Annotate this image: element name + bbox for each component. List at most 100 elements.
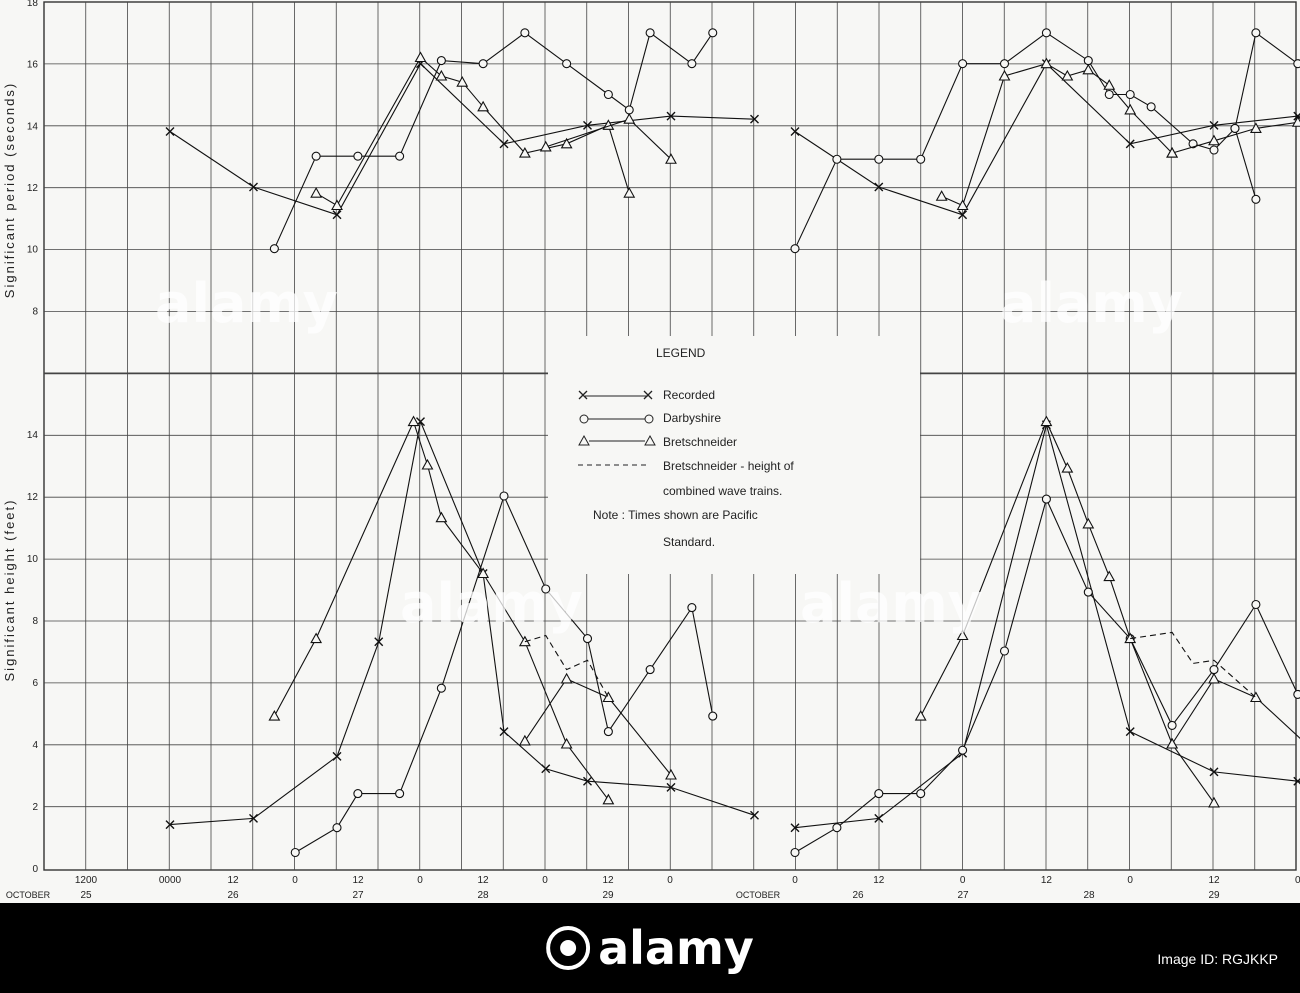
marker-triangle: [1082, 63, 1095, 75]
footer-image-id: Image ID: RGJKKP: [1157, 951, 1278, 967]
legend-box: [548, 336, 920, 574]
marker-circle: [1251, 599, 1261, 610]
marker-circle: [687, 59, 697, 69]
label-layer: Significant period (seconds) Significant…: [2, 0, 1300, 901]
marker-triangle: [1040, 57, 1053, 69]
series-line-recorded: [794, 62, 1300, 216]
marker-cross: [790, 127, 800, 136]
legend-label-combined-2: combined wave trains.: [663, 484, 782, 498]
marker-triangle: [998, 69, 1011, 81]
marker-circle: [708, 28, 718, 38]
marker-triangle: [623, 113, 636, 124]
marker-cross: [541, 764, 551, 774]
marker-triangle: [1291, 116, 1300, 127]
marker-cross: [499, 727, 509, 737]
series-line-combined: [1130, 631, 1257, 698]
marker-cross: [1209, 120, 1219, 130]
marker-triangle: [1249, 122, 1262, 133]
marker-circle: [1041, 28, 1051, 38]
x-date-label-right: 26: [852, 890, 864, 901]
y-tick-label-height: 14: [27, 430, 39, 441]
watermark-layer: alamy alamy alamy alamy: [155, 272, 1183, 635]
marker-cross: [874, 813, 884, 823]
marker-cross: [374, 637, 384, 647]
marker-triangle: [1061, 461, 1074, 473]
marker-circle: [353, 789, 363, 799]
x-date-label-right: 27: [957, 890, 969, 901]
marker-cross: [499, 139, 509, 149]
marker-circle: [1251, 28, 1261, 38]
x-tick-label-right: 0: [792, 875, 798, 886]
marker-cross: [750, 114, 759, 124]
legend: LEGEND Recorded Darbyshire Bretschneider…: [548, 336, 920, 574]
marker-circle: [832, 154, 842, 164]
marker-circle: [1083, 587, 1093, 597]
marker-circle: [790, 847, 800, 858]
marker-circle: [958, 59, 968, 69]
marker-triangle: [331, 199, 343, 211]
marker-triangle: [602, 793, 615, 805]
x-date-label-left: 28: [477, 890, 489, 901]
series-line-bretschneider: [1171, 678, 1300, 745]
marker-cross: [750, 810, 759, 820]
series-line-darbyshire: [794, 32, 1257, 249]
marker-triangle: [421, 458, 434, 470]
series-line-recorded: [169, 62, 755, 216]
marker-circle: [790, 244, 800, 254]
watermark-4: alamy: [800, 572, 983, 635]
marker-cross: [1125, 139, 1135, 149]
legend-title: LEGEND: [656, 346, 706, 360]
legend-label-darbyshire: Darbyshire: [663, 411, 721, 425]
marker-circle: [687, 603, 697, 613]
marker-triangle: [407, 415, 420, 427]
marker-circle: [1167, 720, 1177, 730]
x-date-label-left: 26: [227, 890, 239, 901]
marker-triangle: [560, 672, 573, 684]
marker-circle: [645, 665, 655, 675]
marker-triangle: [1208, 796, 1220, 808]
x-month-label-left: OCTOBER: [6, 890, 51, 900]
marker-circle: [290, 847, 300, 858]
marker-cross: [583, 120, 592, 130]
marker-triangle: [665, 768, 677, 780]
y-tick-label-height: 4: [32, 740, 38, 751]
x-tick-label-left: 12: [602, 875, 614, 886]
marker-triangle: [1103, 570, 1116, 582]
legend-label-bretschneider: Bretschneider: [663, 435, 737, 449]
panel-height-left: [165, 415, 759, 858]
x-tick-label-right: 0: [960, 875, 966, 886]
x-tick-label-left: 0: [542, 875, 548, 886]
y-tick-label-period: 10: [27, 245, 39, 256]
series-layer: [165, 28, 1300, 858]
marker-circle: [1293, 59, 1300, 69]
legend-note-2: Standard.: [663, 535, 715, 549]
marker-circle: [874, 154, 884, 164]
chart-figure: Significant period (seconds) Significant…: [0, 0, 1300, 903]
x-tick-label-left: 0: [292, 875, 298, 886]
y-tick-label-height: 10: [27, 554, 39, 565]
marker-triangle: [310, 187, 323, 198]
panel-period-right: [790, 28, 1300, 254]
marker-triangle: [1166, 737, 1179, 749]
y-axis-label-height: Significant height (feet): [2, 499, 17, 682]
marker-triangle: [435, 511, 448, 523]
legend-note: Note : Times shown are Pacific: [593, 508, 758, 522]
x-tick-label-left: 12: [352, 875, 364, 886]
marker-circle: [395, 151, 405, 161]
marker-circle: [1146, 102, 1156, 112]
marker-circle: [520, 28, 530, 38]
marker-cross: [666, 111, 676, 121]
x-date-label-left: 29: [602, 890, 614, 901]
marker-cross: [1125, 727, 1135, 737]
marker-cross: [1293, 111, 1300, 121]
stock-footer: alamy Image ID: RGJKKP: [0, 903, 1300, 993]
series-line-darbyshire: [295, 494, 714, 853]
y-tick-label-period: 16: [27, 60, 39, 71]
marker-cross: [958, 210, 968, 220]
marker-triangle: [935, 190, 948, 201]
series-line-bretschneider: [315, 56, 630, 207]
series-line-bretschneider: [941, 63, 1173, 207]
marker-circle: [958, 745, 968, 755]
marker-circle: [1209, 665, 1219, 675]
marker-circle: [1251, 194, 1261, 204]
